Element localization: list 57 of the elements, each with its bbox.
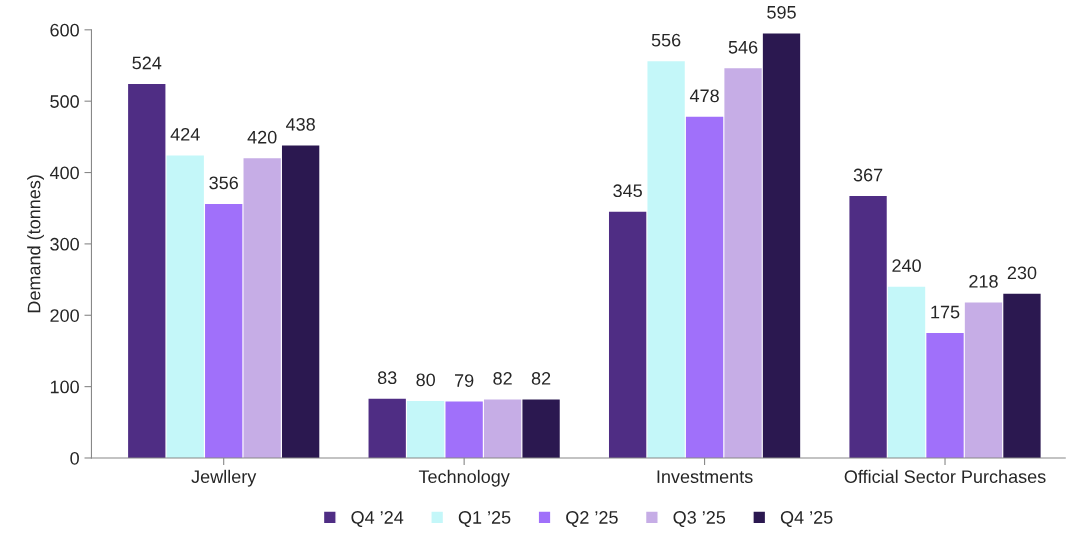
bar	[368, 398, 406, 458]
data-label: 595	[767, 5, 796, 19]
data-label: 82	[493, 372, 512, 385]
data-label: 424	[170, 127, 200, 141]
bar	[887, 286, 926, 458]
bar	[445, 401, 483, 458]
bar	[128, 84, 166, 458]
data-label: 80	[416, 373, 436, 387]
x-tick-label: Technology	[418, 469, 510, 487]
bar	[281, 145, 320, 458]
bar	[1003, 293, 1041, 458]
data-label: 524	[132, 56, 162, 70]
bar	[608, 211, 647, 458]
y-axis-title: Demand (tonnes)	[27, 175, 44, 313]
data-label: 82	[531, 372, 551, 385]
bar	[205, 203, 243, 458]
bar	[724, 68, 762, 458]
x-tick-label: Official Sector Purchases	[844, 469, 1046, 484]
legend-label: Q3 ’25	[673, 511, 726, 528]
data-label: 478	[689, 89, 719, 103]
bar	[926, 333, 964, 458]
data-label: 356	[209, 176, 238, 190]
bar	[243, 158, 281, 458]
legend-label: Q1 ’25	[458, 511, 511, 528]
data-label: 230	[1007, 266, 1037, 280]
bar	[964, 302, 1003, 458]
y-tick-label: 0	[70, 451, 79, 465]
bar	[483, 399, 522, 458]
y-tick-label: 600	[50, 23, 79, 37]
data-label: 218	[969, 274, 998, 288]
bar	[849, 196, 887, 458]
data-label: 83	[377, 371, 397, 385]
bar	[685, 116, 724, 458]
data-label: 79	[455, 374, 474, 387]
data-label: 367	[853, 168, 883, 182]
data-label: 420	[247, 130, 277, 144]
y-tick-label: 100	[50, 380, 79, 394]
data-label: 546	[728, 40, 758, 54]
legend-label: Q4 ’25	[780, 511, 833, 528]
bar	[407, 400, 445, 458]
data-label: 240	[892, 259, 921, 273]
bar	[647, 61, 685, 458]
y-tick-label: 300	[50, 237, 79, 251]
data-label: 438	[286, 117, 315, 131]
data-label: 556	[651, 33, 681, 47]
y-tick-label: 400	[49, 166, 79, 180]
data-label: 175	[931, 305, 960, 319]
bar	[762, 33, 801, 458]
y-tick-label: 500	[50, 95, 79, 108]
legend-label: Q2 ’25	[566, 511, 618, 528]
y-tick-label: 200	[50, 309, 79, 322]
data-label: 345	[613, 184, 642, 198]
x-tick-label: Investments	[657, 470, 753, 484]
x-tick-label: Jewllery	[191, 469, 257, 487]
bar	[166, 155, 204, 458]
legend-label: Q4 ’24	[351, 511, 404, 528]
bar	[522, 399, 560, 458]
